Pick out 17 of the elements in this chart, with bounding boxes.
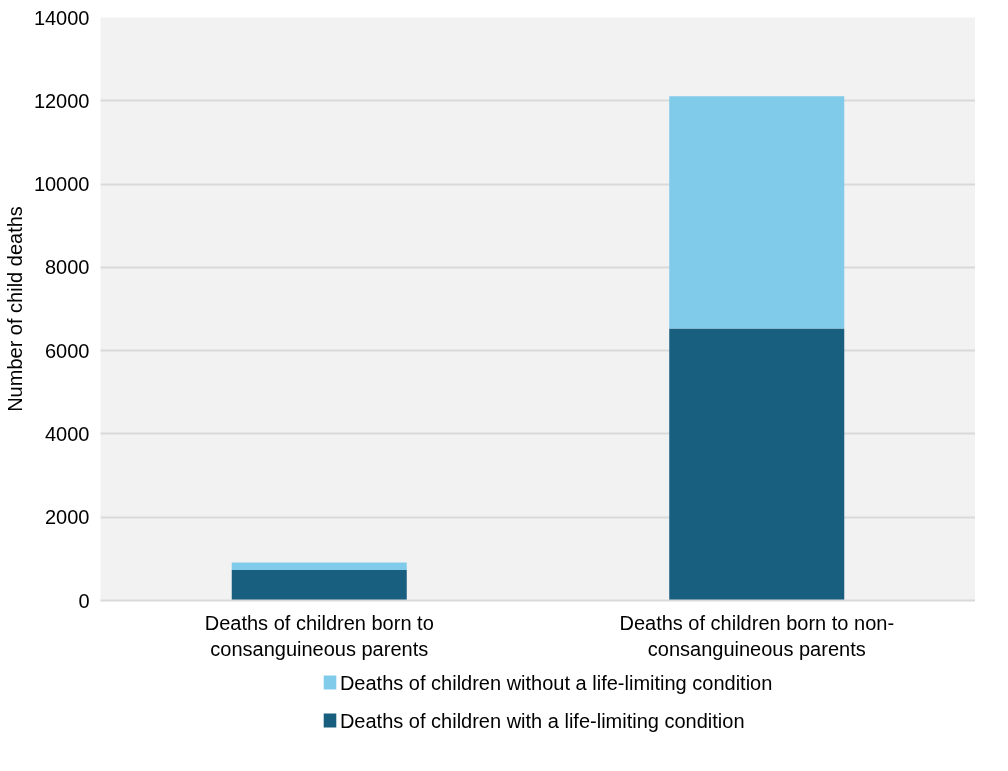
y-tick-label: 6000 <box>45 339 90 362</box>
bar <box>669 328 845 601</box>
x-tick-label: Deaths of children born to consanguineous parents <box>204 611 434 660</box>
y-tick-label: 10000 <box>33 173 90 196</box>
legend-label: Deaths of children with a life-limiting condition <box>339 709 745 732</box>
y-tick-label: 14000 <box>33 6 90 29</box>
y-axis-title: Number of child deaths <box>3 206 26 412</box>
bar <box>231 562 407 571</box>
y-tick-label: 12000 <box>33 89 90 112</box>
y-tick-label: 4000 <box>45 422 90 445</box>
y-tick-label: 8000 <box>45 256 90 279</box>
y-tick-label: 0 <box>78 589 90 612</box>
bar <box>669 96 845 329</box>
legend-label: Deaths of children without a life-limiting condition <box>339 671 773 694</box>
x-tick-label: Deaths of children born to non-consanguineous parents <box>619 611 895 660</box>
y-tick-label: 2000 <box>45 506 90 529</box>
bar <box>231 570 407 601</box>
